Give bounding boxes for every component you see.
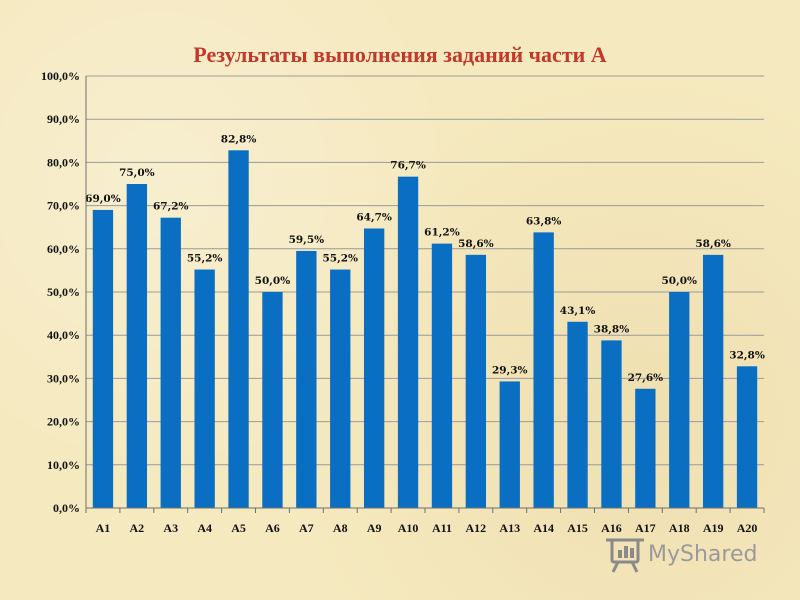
data-label: 58,6%	[458, 238, 494, 250]
bar	[601, 340, 622, 508]
data-label: 59,5%	[289, 234, 325, 246]
x-tick-label: А17	[635, 521, 656, 535]
data-label: 63,8%	[526, 215, 562, 227]
data-label: 55,2%	[187, 253, 223, 265]
data-label: 55,2%	[322, 253, 358, 265]
x-tick-label: А5	[231, 521, 246, 535]
x-tick-label: А10	[398, 521, 419, 535]
x-tick-label: А14	[533, 521, 554, 535]
bar	[533, 232, 554, 508]
data-label: 82,8%	[221, 133, 257, 145]
x-tick-label: А4	[197, 521, 212, 535]
data-label: 27,6%	[628, 372, 664, 384]
bar	[126, 184, 148, 508]
x-tick-label: А11	[432, 521, 452, 535]
x-tick-label: А13	[499, 521, 520, 535]
data-label: 58,6%	[695, 238, 731, 250]
watermark: MyShared	[606, 538, 757, 573]
x-tick-label: А16	[601, 521, 622, 535]
x-tick-label: А15	[567, 521, 588, 535]
bar	[499, 381, 520, 508]
x-tick-label: А20	[737, 521, 758, 535]
data-label: 50,0%	[661, 275, 697, 287]
y-tick-label: 80,0%	[47, 155, 80, 169]
bar	[296, 250, 317, 508]
x-tick-label: А1	[96, 521, 111, 535]
bar	[736, 366, 758, 508]
x-tick-label: А7	[299, 521, 314, 535]
bar	[92, 209, 114, 509]
x-tick-label: А6	[265, 521, 280, 535]
y-tick-label: 100,0%	[41, 69, 80, 83]
y-tick-label: 30,0%	[47, 371, 80, 385]
data-label: 50,0%	[255, 275, 291, 287]
x-tick-label: А12	[466, 521, 487, 535]
bar	[228, 150, 249, 508]
data-label: 38,8%	[594, 323, 630, 335]
x-tick-label: А3	[163, 521, 178, 535]
y-tick-label: 70,0%	[47, 199, 80, 213]
data-label: 75,0%	[119, 167, 155, 179]
bar	[397, 176, 419, 508]
y-tick-label: 40,0%	[47, 328, 80, 342]
gridlines	[86, 75, 764, 509]
y-tick-label: 0,0%	[53, 501, 80, 515]
bar	[702, 254, 724, 508]
bars	[92, 150, 758, 509]
bar	[635, 388, 656, 508]
y-tick-label: 10,0%	[47, 458, 80, 472]
bar	[431, 243, 453, 508]
bar	[194, 269, 215, 508]
x-tick-label: А2	[130, 521, 145, 535]
bar	[330, 269, 351, 508]
axes	[85, 76, 765, 513]
bar	[465, 254, 487, 508]
data-label: 69,0%	[85, 193, 121, 205]
watermark-text: MyShared	[648, 542, 757, 567]
x-tick-label: А8	[333, 521, 348, 535]
data-label: 61,2%	[424, 227, 460, 239]
chart-title: Результаты выполнения заданий части А	[193, 42, 607, 67]
x-axis-ticks: А1 А2 А3 А4 А5 А6 А7 А8 А9 А10 А11 А12 А13 А14 А15 А16 А…	[96, 521, 758, 535]
y-tick-label: 20,0%	[47, 415, 80, 429]
bar	[669, 292, 690, 508]
data-label: 29,3%	[492, 364, 528, 376]
data-label: 64,7%	[356, 211, 392, 223]
presentation-board-icon	[606, 538, 644, 573]
y-tick-label: 50,0%	[47, 285, 80, 299]
y-tick-label: 90,0%	[47, 112, 80, 126]
bar	[567, 321, 588, 508]
y-tick-label: 60,0%	[47, 242, 80, 256]
bar	[262, 292, 283, 508]
data-label: 32,8%	[729, 349, 765, 361]
data-label: 76,7%	[390, 160, 426, 172]
x-tick-label: А19	[703, 521, 724, 535]
data-label: 43,1%	[560, 305, 596, 317]
x-tick-label: А9	[367, 521, 382, 535]
bar	[363, 228, 385, 508]
data-labels: 69,0% 75,0% 67,2% 55,2% 82,8% 50,0% 59,5% 55,2%…	[85, 133, 765, 383]
x-tick-label: А18	[669, 521, 690, 535]
bar	[160, 217, 181, 509]
data-label: 67,2%	[153, 201, 189, 213]
y-axis-ticks: 0,0% 10,0% 20,0% 30,0% 40,0% 50,0% 60,0% 70,0% 8…	[41, 69, 80, 515]
